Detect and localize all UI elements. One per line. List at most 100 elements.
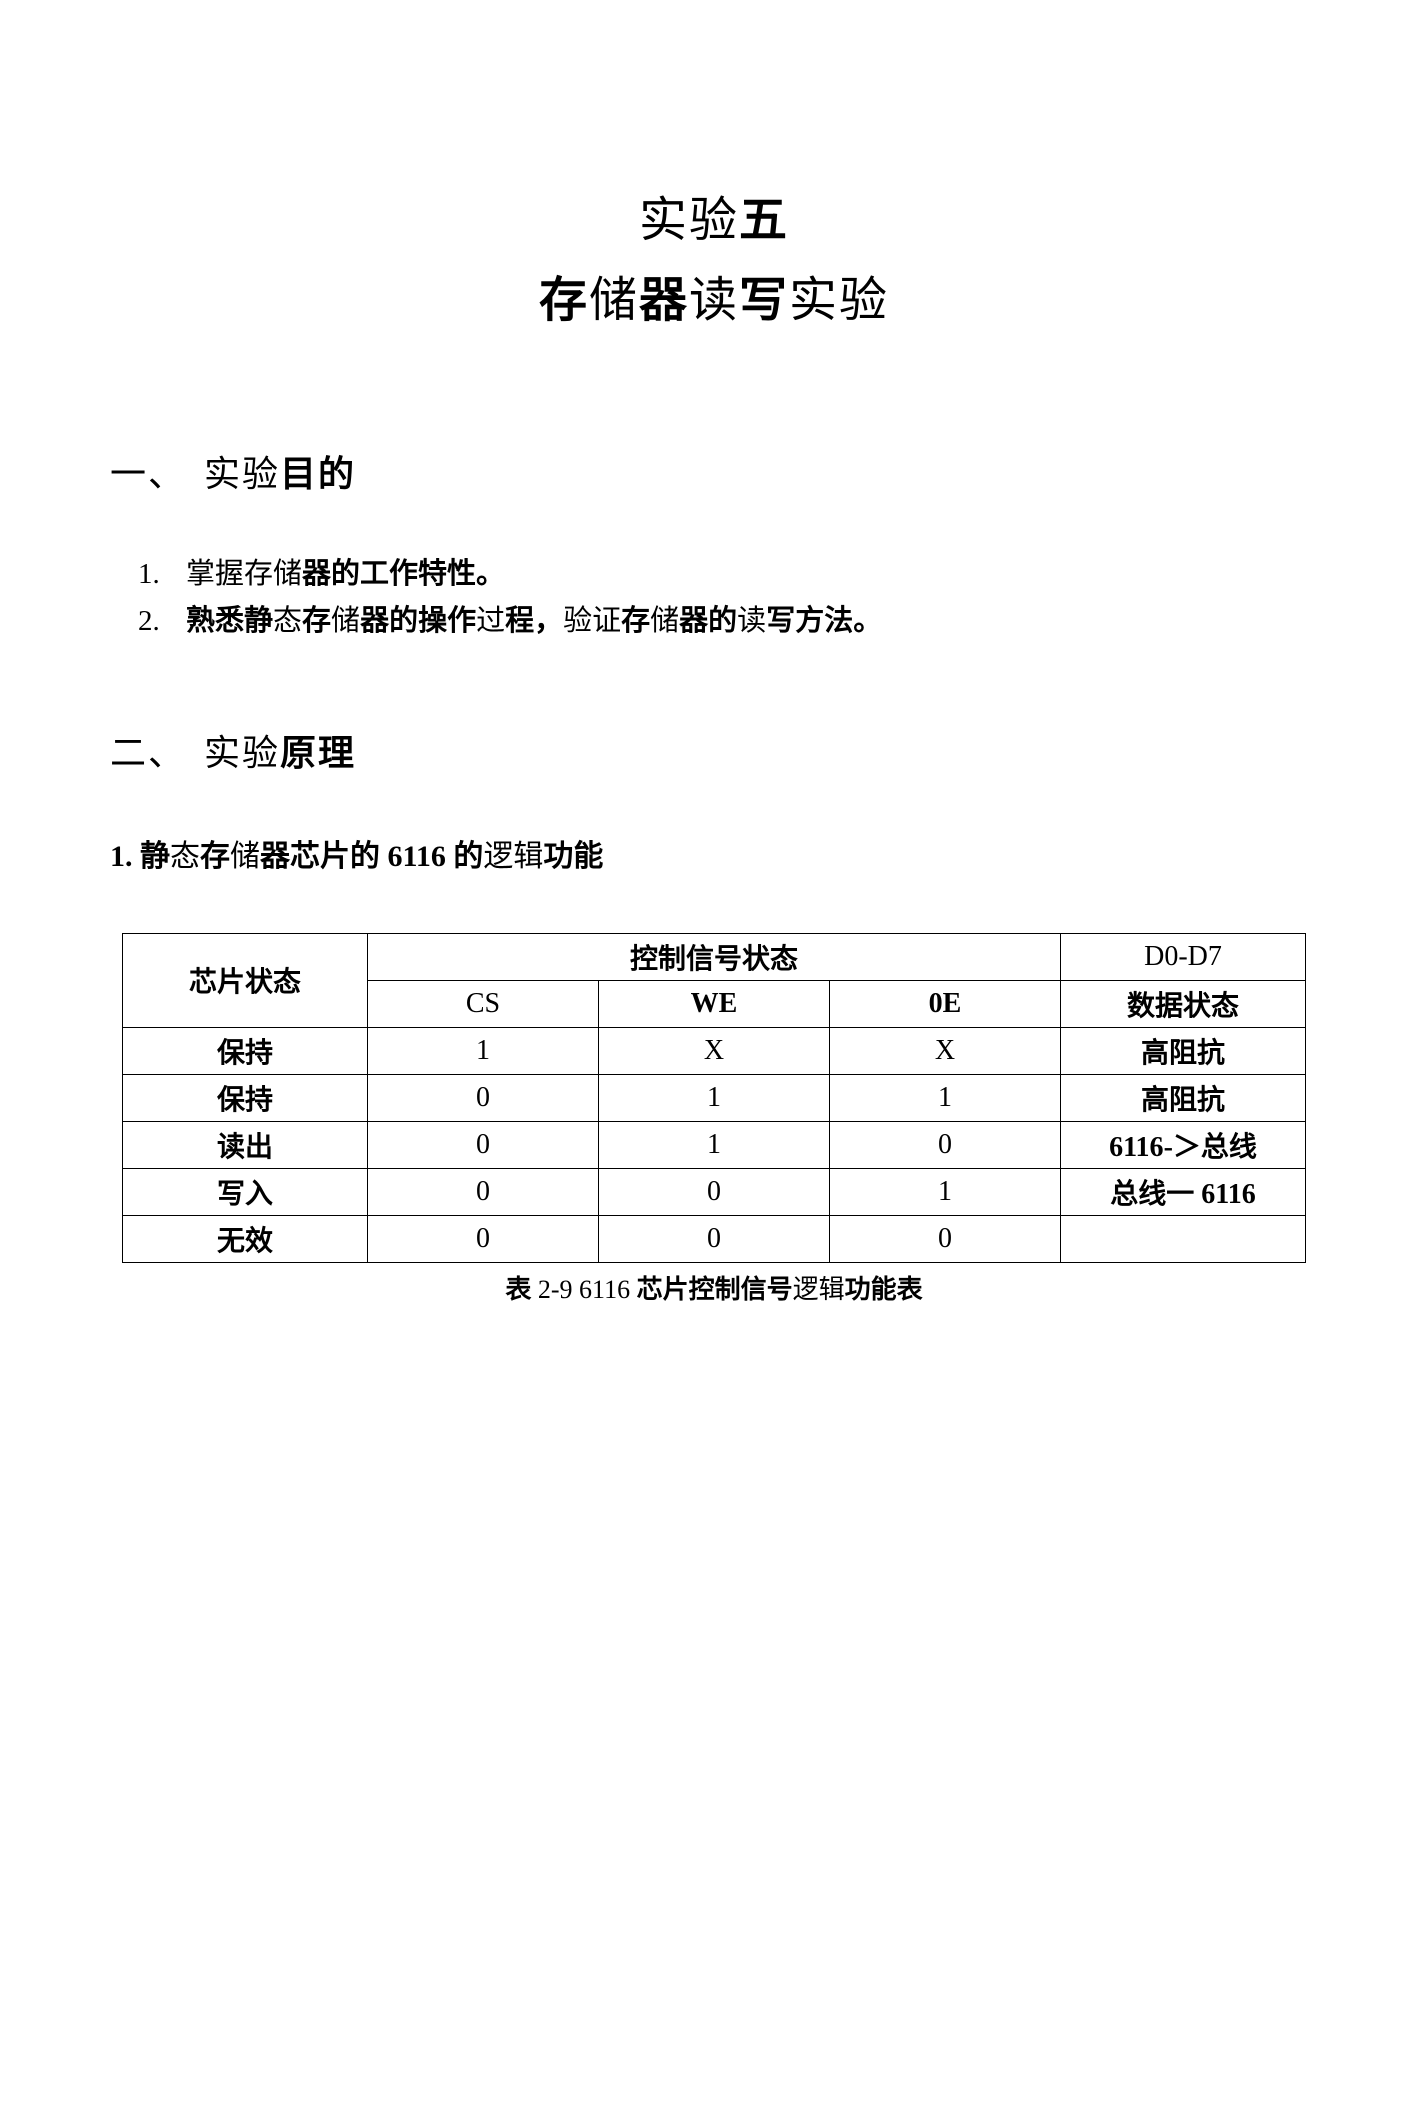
- text-segment: 验证: [563, 605, 621, 637]
- cell-cs: 0: [367, 1121, 598, 1168]
- title2-seg6: 实: [789, 274, 839, 327]
- cell-cs: 0: [367, 1168, 598, 1215]
- section-1-t2: 验: [242, 454, 280, 494]
- text-segment: 读: [737, 605, 766, 637]
- sub1-t2: 储: [230, 840, 260, 873]
- cell-we: X: [598, 1027, 829, 1074]
- th-oe: 0E: [829, 980, 1060, 1027]
- cell-data: 总线一 6116: [1060, 1168, 1305, 1215]
- text-segment: 器的操作: [360, 605, 476, 637]
- cell-we: 0: [598, 1168, 829, 1215]
- section-1-heading: 一、实验目的: [110, 445, 1318, 497]
- table-row: 保持1XX高阻抗: [123, 1027, 1306, 1074]
- title2-seg1: 存: [539, 274, 589, 327]
- th-signal-group: 控制信号状态: [367, 933, 1060, 980]
- list-item-num: 1.: [138, 552, 186, 597]
- text-segment: 存: [621, 605, 650, 637]
- text-segment: -＞总线: [1164, 1132, 1257, 1163]
- text-segment: 程，: [505, 605, 563, 637]
- text-segment: 器的: [679, 605, 737, 637]
- th-cs: CS: [367, 980, 598, 1027]
- title-line-2: 存储器读写实验: [110, 260, 1318, 330]
- title1-seg2: 验: [689, 194, 739, 247]
- cap-post: 功能表: [845, 1275, 923, 1304]
- cell-cs: 1: [367, 1027, 598, 1074]
- text-segment: 过: [476, 605, 505, 637]
- sub1-t3: 逻辑: [483, 840, 543, 873]
- section-2-bold: 原理: [280, 733, 356, 773]
- title2-seg5: 写: [739, 274, 789, 327]
- title-line-1: 实验五: [110, 180, 1318, 250]
- cell-oe: X: [829, 1027, 1060, 1074]
- sub1-b2: 器芯片的: [260, 840, 388, 873]
- table-header-row-1: 芯片状态 控制信号状态 D0-D7: [123, 933, 1306, 980]
- cell-oe: 0: [829, 1121, 1060, 1168]
- title-block: 实验五 存储器读写实验: [110, 180, 1318, 330]
- text-segment: 6116: [1109, 1132, 1163, 1163]
- th-state: 芯片状态: [123, 933, 368, 1027]
- cell-we: 1: [598, 1074, 829, 1121]
- cell-data: 6116-＞总线: [1060, 1121, 1305, 1168]
- cell-state: 保持: [123, 1074, 368, 1121]
- cap-pre: 表: [505, 1275, 538, 1304]
- text-segment: 态: [273, 605, 302, 637]
- cell-we: 1: [598, 1121, 829, 1168]
- list-item-text: 熟悉静态存储器的操作过程，验证存储器的读写方法。: [186, 599, 882, 644]
- section-1-bold: 目的: [280, 454, 356, 494]
- text-segment: 写方法。: [766, 605, 882, 637]
- cell-state: 读出: [123, 1121, 368, 1168]
- list-item-text: 掌握存储器的工作特性。: [186, 552, 505, 597]
- cell-state: 写入: [123, 1168, 368, 1215]
- text-segment: 熟悉静: [186, 605, 273, 637]
- cell-state: 保持: [123, 1027, 368, 1074]
- cell-state: 无效: [123, 1215, 368, 1262]
- text-segment: 储: [331, 605, 360, 637]
- table-row: 无效000: [123, 1215, 1306, 1262]
- cap-num: 2-9 6116: [538, 1275, 630, 1304]
- text-segment: 存: [302, 605, 331, 637]
- text-segment: 储: [650, 605, 679, 637]
- title2-seg3: 器: [639, 274, 689, 327]
- section-2-heading: 二、实验原理: [110, 724, 1318, 776]
- title2-seg7: 验: [839, 274, 889, 327]
- table-caption: 表 2-9 6116 芯片控制信号逻辑功能表: [122, 1269, 1306, 1306]
- cell-cs: 0: [367, 1074, 598, 1121]
- text-segment: 器的工作特性。: [302, 558, 505, 590]
- sub1-b1: 存: [200, 840, 230, 873]
- title1-bold: 五: [739, 194, 789, 247]
- table-row: 读出0106116-＞总线: [123, 1121, 1306, 1168]
- cell-data: 高阻抗: [1060, 1074, 1305, 1121]
- section-2-t2: 验: [242, 733, 280, 773]
- cell-data: 高阻抗: [1060, 1027, 1305, 1074]
- text-segment: 储: [273, 558, 302, 590]
- sub1-en: 6116: [388, 840, 446, 873]
- th-data-bottom: 数据状态: [1060, 980, 1305, 1027]
- title2-seg2: 储: [589, 274, 639, 327]
- section-2-t1: 实: [204, 733, 242, 773]
- section-2-num: 二、: [110, 733, 186, 773]
- th-we: WE: [598, 980, 829, 1027]
- table-row: 保持011高阻抗: [123, 1074, 1306, 1121]
- list-item: 1.掌握存储器的工作特性。: [138, 552, 1318, 597]
- title2-seg4: 读: [689, 274, 739, 327]
- title1-seg1: 实: [639, 194, 689, 247]
- cell-oe: 1: [829, 1074, 1060, 1121]
- th-data-top: D0-D7: [1060, 933, 1305, 980]
- section-1-num: 一、: [110, 454, 186, 494]
- objectives-list: 1.掌握存储器的工作特性。2.熟悉静态存储器的操作过程，验证存储器的读写方法。: [138, 552, 1318, 644]
- cap-mid: 芯片控制信号: [630, 1275, 793, 1304]
- list-item-num: 2.: [138, 599, 186, 644]
- list-item: 2.熟悉静态存储器的操作过程，验证存储器的读写方法。: [138, 599, 1318, 644]
- logic-table: 芯片状态 控制信号状态 D0-D7 CS WE 0E 数据状态 保持1XX高阻抗…: [122, 933, 1306, 1263]
- text-segment: 6116: [1201, 1179, 1255, 1210]
- cell-oe: 0: [829, 1215, 1060, 1262]
- sub1-b3: 的: [446, 840, 484, 873]
- table-body: 保持1XX高阻抗保持011高阻抗读出0106116-＞总线写入001总线一 61…: [123, 1027, 1306, 1262]
- cell-data: [1060, 1215, 1305, 1262]
- table-row: 写入001总线一 6116: [123, 1168, 1306, 1215]
- cell-cs: 0: [367, 1215, 598, 1262]
- subheading-1: 1. 静态存储器芯片的 6116 的逻辑功能: [110, 831, 1318, 875]
- cell-oe: 1: [829, 1168, 1060, 1215]
- cap-t1: 逻辑: [793, 1275, 845, 1304]
- text-segment: 掌握存: [186, 558, 273, 590]
